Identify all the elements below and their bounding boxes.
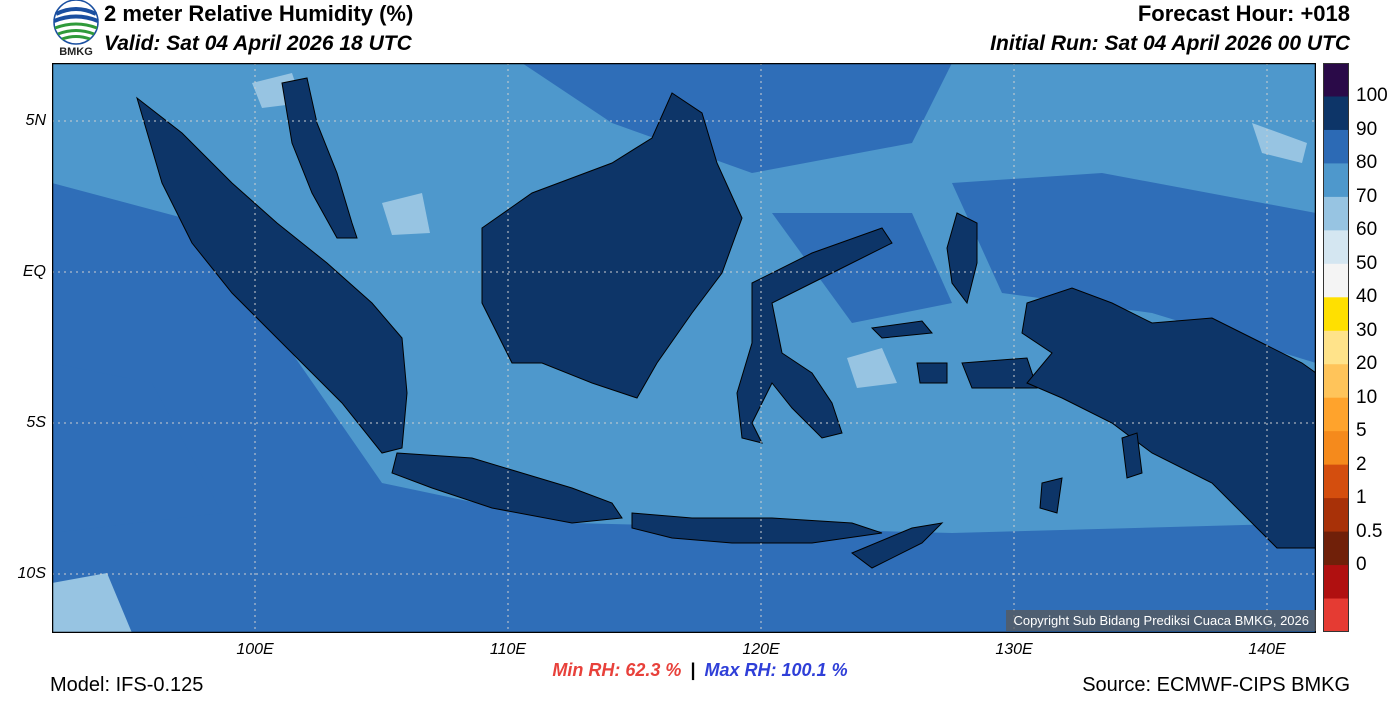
colorbar-swatch — [1323, 498, 1349, 533]
colorbar-swatch — [1323, 297, 1349, 332]
colorbar-swatch — [1323, 431, 1349, 466]
colorbar-swatch — [1323, 531, 1349, 566]
colorbar-swatch — [1323, 63, 1349, 97]
colorbar-label: 90 — [1356, 118, 1378, 140]
forecast-hour: Forecast Hour: +018 — [1137, 1, 1350, 26]
colorbar-label: 10 — [1356, 386, 1378, 408]
model-label: Model: IFS-0.125 — [50, 674, 204, 696]
lon-label-100e: 100E — [236, 641, 274, 658]
colorbar-label: 40 — [1356, 286, 1378, 308]
valid-time: Valid: Sat 04 April 2026 18 UTC — [104, 32, 412, 55]
colorbar-label: 2 — [1356, 453, 1367, 475]
source-label: Source: ECMWF-CIPS BMKG — [1082, 674, 1350, 696]
ocean-zones — [52, 63, 1316, 633]
colorbar-swatch — [1323, 230, 1349, 265]
colorbar-label: 5 — [1356, 420, 1367, 442]
colorbar-label: 0 — [1356, 554, 1367, 576]
colorbar-label: 30 — [1356, 319, 1378, 341]
min-rh: Min RH: 62.3 % — [552, 660, 682, 680]
colorbar-label: 60 — [1356, 219, 1378, 241]
colorbar-swatch — [1323, 129, 1349, 164]
lon-label-120e: 120E — [742, 641, 780, 658]
humidity-map — [52, 63, 1316, 633]
colorbar-swatch — [1323, 330, 1349, 365]
colorbar-label: 50 — [1356, 252, 1378, 274]
colorbar-swatch — [1323, 96, 1349, 131]
colorbar-label: 100 — [1356, 85, 1388, 107]
bmkg-logo — [53, 0, 99, 45]
initial-run: Initial Run: Sat 04 April 2026 00 UTC — [990, 32, 1350, 55]
colorbar-swatch — [1323, 598, 1349, 632]
land-masses — [136, 77, 1316, 569]
colorbar-swatch — [1323, 196, 1349, 231]
colorbar-label: 1 — [1356, 487, 1367, 509]
colorbar-label: 0.5 — [1356, 520, 1383, 542]
logo-label: BMKG — [59, 46, 93, 58]
colorbar-swatch — [1323, 565, 1349, 600]
colorbar-swatch — [1323, 464, 1349, 499]
colorbar — [1323, 63, 1349, 632]
lon-label-140e: 140E — [1248, 641, 1286, 658]
colorbar-swatch — [1323, 163, 1349, 198]
lon-label-110e: 110E — [489, 641, 527, 658]
lat-label-10s: 10S — [17, 565, 46, 582]
lon-label-130e: 130E — [995, 641, 1033, 658]
dry-patches — [52, 73, 1307, 633]
chart-title: 2 meter Relative Humidity (%) — [104, 1, 414, 26]
colorbar-swatch — [1323, 263, 1349, 298]
lat-label-eq: EQ — [22, 263, 46, 280]
lat-label-5n: 5N — [25, 112, 46, 129]
colorbar-label: 20 — [1356, 353, 1378, 375]
copyright-notice: Copyright Sub Bidang Prediksi Cuaca BMKG… — [1006, 610, 1316, 631]
colorbar-swatch — [1323, 397, 1349, 432]
max-rh: Max RH: 100.1 % — [704, 660, 848, 680]
rh-range: Min RH: 62.3 % | Max RH: 100.1 % — [0, 660, 1400, 681]
gridlines — [52, 63, 1316, 633]
rh-separator: | — [690, 660, 696, 680]
colorbar-label: 70 — [1356, 185, 1378, 207]
colorbar-label: 80 — [1356, 152, 1378, 174]
lat-label-5s: 5S — [26, 414, 46, 431]
map-frame — [52, 63, 1316, 633]
colorbar-swatch — [1323, 364, 1349, 399]
